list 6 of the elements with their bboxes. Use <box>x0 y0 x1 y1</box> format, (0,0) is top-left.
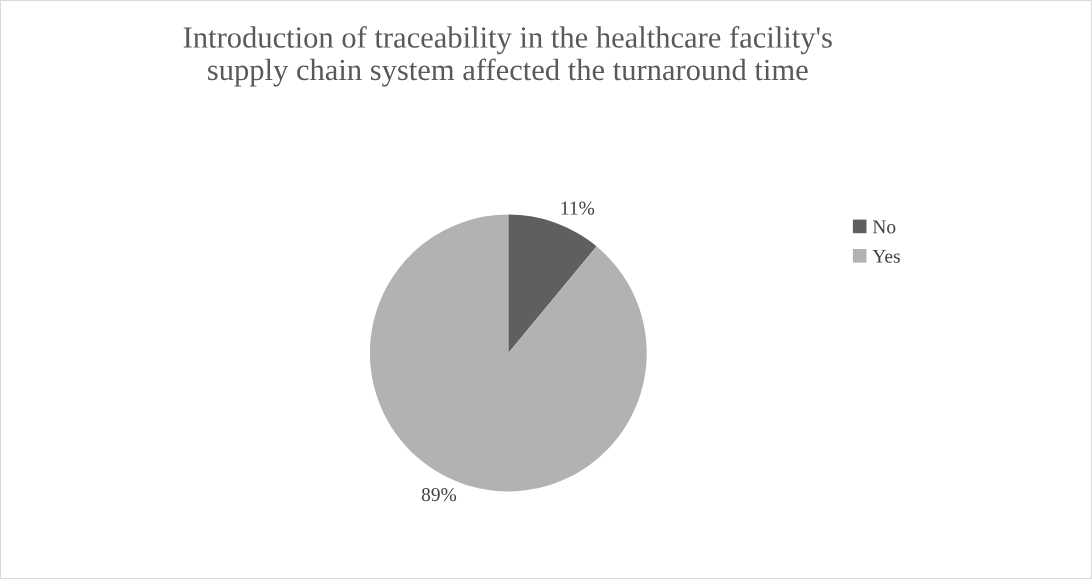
legend-label: Yes <box>872 249 900 263</box>
chart-title: Introduction of traceability in the healthcare facility's supply chain system affected the turnaround time <box>183 26 832 87</box>
data-label: 11% <box>561 201 595 215</box>
pie-slice <box>508 214 597 354</box>
data-label: 89% <box>421 488 457 502</box>
legend-label: No <box>872 220 896 234</box>
